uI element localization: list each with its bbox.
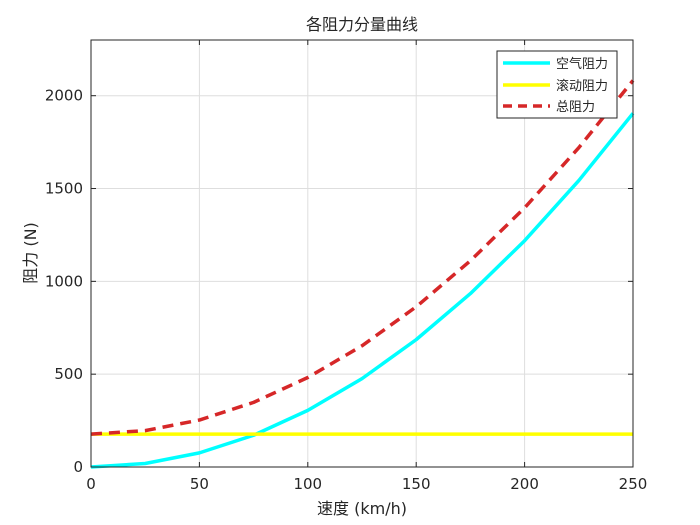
total-resistance-line <box>90 79 635 436</box>
x-tick-label: 0 <box>86 475 96 493</box>
y-tick-label: 0 <box>73 458 83 476</box>
y-tick-label: 2000 <box>45 87 83 105</box>
legend: 空气阻力 滚动阻力 总阻力 <box>496 50 618 119</box>
air-resistance-line <box>90 112 635 469</box>
legend-label-total: 总阻力 <box>556 100 595 115</box>
y-axis-title: 阻力 (N) <box>21 222 40 284</box>
x-tick-label: 150 <box>402 475 431 493</box>
x-axis-title: 速度 (km/h) <box>317 499 407 518</box>
plot-area-frame <box>90 39 634 468</box>
y-tick-label: 1500 <box>45 180 83 198</box>
y-tick-label: 500 <box>54 365 83 383</box>
x-tick-label: 250 <box>619 475 648 493</box>
series-lines <box>90 79 635 469</box>
y-tick-label: 1000 <box>45 272 83 290</box>
x-tick-label: 50 <box>190 475 209 493</box>
legend-label-air: 空气阻力 <box>556 56 608 72</box>
axis-ticks: 0 50 100 150 200 250 0 500 1000 1500 2000 <box>45 40 648 493</box>
chart-title: 各阻力分量曲线 <box>306 15 418 34</box>
legend-label-rolling: 滚动阻力 <box>556 78 608 94</box>
x-tick-label: 200 <box>510 475 539 493</box>
x-tick-label: 100 <box>293 475 322 493</box>
